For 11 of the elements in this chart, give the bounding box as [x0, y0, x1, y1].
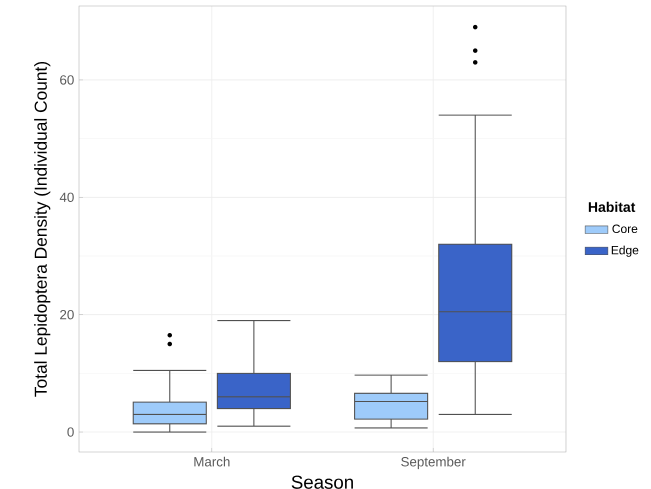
y-axis-title: Total Lepidoptera Density (Individual Count): [34, 62, 50, 397]
x-tick-label: March: [194, 456, 230, 466]
y-tick-label: 60: [60, 75, 74, 85]
legend-label: Edge: [612, 246, 638, 257]
x-axis-title: Season: [292, 476, 353, 489]
y-tick-label: 0: [67, 427, 74, 437]
y-tick-label: 40: [60, 192, 74, 202]
x-tick-label: September: [401, 456, 466, 470]
legend-label: Core: [612, 224, 638, 234]
y-tick-label: 20: [60, 310, 74, 320]
legend-title: Habitat: [588, 202, 636, 212]
